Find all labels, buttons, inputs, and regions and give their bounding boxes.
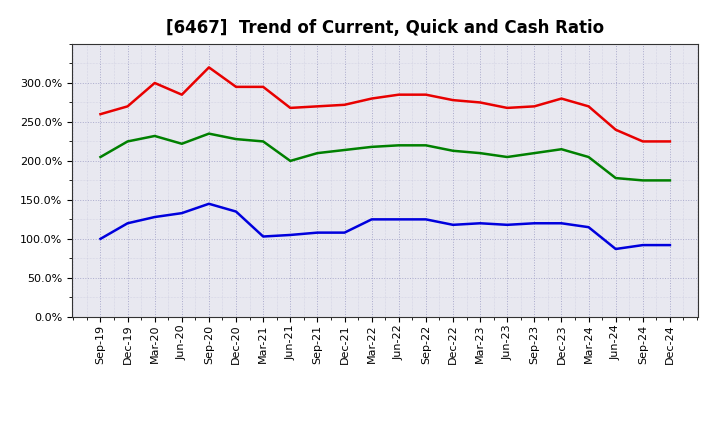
Quick Ratio (96, 154, 105, 160)
Line: Current Ratio: Current Ratio (101, 67, 670, 141)
Current Ratio (639, 139, 647, 144)
Cash Ratio (313, 230, 322, 235)
Cash Ratio (639, 242, 647, 248)
Quick Ratio (232, 136, 240, 142)
Current Ratio (313, 104, 322, 109)
Cash Ratio (584, 224, 593, 230)
Current Ratio (476, 100, 485, 105)
Cash Ratio (259, 234, 268, 239)
Quick Ratio (639, 178, 647, 183)
Current Ratio (286, 105, 294, 110)
Cash Ratio (503, 222, 511, 227)
Current Ratio (584, 104, 593, 109)
Current Ratio (530, 104, 539, 109)
Current Ratio (421, 92, 430, 97)
Quick Ratio (421, 143, 430, 148)
Line: Quick Ratio: Quick Ratio (101, 134, 670, 180)
Cash Ratio (286, 232, 294, 238)
Title: [6467]  Trend of Current, Quick and Cash Ratio: [6467] Trend of Current, Quick and Cash … (166, 19, 604, 37)
Cash Ratio (178, 210, 186, 216)
Quick Ratio (611, 176, 620, 181)
Quick Ratio (449, 148, 457, 154)
Cash Ratio (204, 201, 213, 206)
Current Ratio (665, 139, 674, 144)
Current Ratio (150, 81, 159, 86)
Current Ratio (611, 127, 620, 132)
Quick Ratio (530, 150, 539, 156)
Cash Ratio (232, 209, 240, 214)
Cash Ratio (449, 222, 457, 227)
Current Ratio (232, 84, 240, 89)
Quick Ratio (178, 141, 186, 147)
Quick Ratio (286, 158, 294, 164)
Quick Ratio (367, 144, 376, 150)
Current Ratio (395, 92, 403, 97)
Cash Ratio (123, 220, 132, 226)
Quick Ratio (665, 178, 674, 183)
Cash Ratio (96, 236, 105, 242)
Quick Ratio (313, 150, 322, 156)
Quick Ratio (204, 131, 213, 136)
Current Ratio (367, 96, 376, 101)
Quick Ratio (476, 150, 485, 156)
Cash Ratio (395, 217, 403, 222)
Current Ratio (503, 105, 511, 110)
Current Ratio (204, 65, 213, 70)
Quick Ratio (584, 154, 593, 160)
Current Ratio (123, 104, 132, 109)
Cash Ratio (150, 214, 159, 220)
Quick Ratio (557, 147, 566, 152)
Current Ratio (259, 84, 268, 89)
Cash Ratio (476, 220, 485, 226)
Cash Ratio (557, 220, 566, 226)
Cash Ratio (611, 246, 620, 252)
Current Ratio (557, 96, 566, 101)
Quick Ratio (395, 143, 403, 148)
Current Ratio (341, 102, 349, 107)
Quick Ratio (503, 154, 511, 160)
Cash Ratio (665, 242, 674, 248)
Cash Ratio (421, 217, 430, 222)
Cash Ratio (530, 220, 539, 226)
Line: Cash Ratio: Cash Ratio (101, 204, 670, 249)
Quick Ratio (150, 133, 159, 139)
Quick Ratio (123, 139, 132, 144)
Cash Ratio (367, 217, 376, 222)
Quick Ratio (341, 147, 349, 153)
Quick Ratio (259, 139, 268, 144)
Current Ratio (178, 92, 186, 97)
Cash Ratio (341, 230, 349, 235)
Current Ratio (449, 98, 457, 103)
Current Ratio (96, 111, 105, 117)
